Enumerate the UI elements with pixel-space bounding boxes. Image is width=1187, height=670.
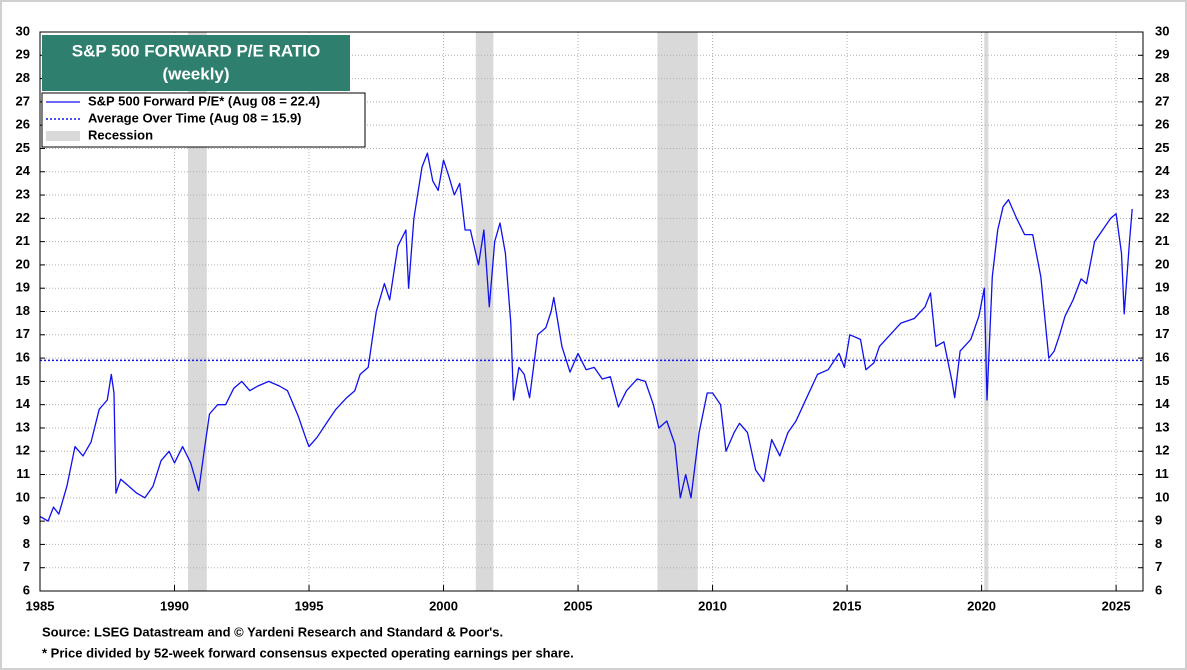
y-tick-label: 18	[16, 303, 30, 318]
y-tick-label: 11	[16, 466, 30, 481]
y-tick-label: 23	[16, 186, 30, 201]
x-tick-label: 2010	[698, 598, 727, 613]
legend-label: Recession	[88, 127, 153, 142]
y-tick-label: 9	[23, 513, 30, 528]
y2-tick-label: 29	[1155, 47, 1169, 62]
plot-front: 6 6 7 7 8 8 9 9 10 10 11 11 12 12 13 13 14 14 15 15 16 16 17 17…	[16, 23, 1171, 613]
y2-tick-label: 22	[1155, 210, 1169, 225]
y-tick-label: 13	[16, 419, 30, 434]
recession-band	[984, 32, 989, 591]
y2-tick-label: 21	[1155, 233, 1169, 248]
legend-label: Average Over Time (Aug 08 = 15.9)	[88, 110, 302, 125]
x-tick-label: 2025	[1102, 598, 1131, 613]
y2-tick-label: 20	[1155, 256, 1169, 271]
x-tick-label: 2020	[967, 598, 996, 613]
x-tick-label: 2015	[833, 598, 862, 613]
y-tick-label: 16	[16, 350, 30, 365]
y2-tick-label: 15	[1155, 373, 1169, 388]
y2-tick-label: 19	[1155, 280, 1169, 295]
y2-tick-label: 13	[1155, 419, 1169, 434]
y2-tick-label: 18	[1155, 303, 1169, 318]
y-tick-label: 19	[16, 280, 30, 295]
x-tick-label: 1985	[26, 598, 55, 613]
y2-tick-label: 16	[1155, 350, 1169, 365]
y2-tick-label: 7	[1155, 559, 1162, 574]
legend	[41, 92, 366, 148]
y-tick-label: 20	[16, 256, 30, 271]
y-tick-label: 26	[16, 117, 30, 132]
y2-tick-label: 28	[1155, 70, 1169, 85]
x-tick-label: 1990	[160, 598, 189, 613]
footnote: * Price divided by 52-week forward conse…	[42, 645, 574, 660]
y-tick-label: 21	[16, 233, 30, 248]
y-tick-label: 22	[16, 210, 30, 225]
y-tick-label: 25	[16, 140, 30, 155]
y2-tick-label: 12	[1155, 443, 1169, 458]
y-tick-label: 29	[16, 47, 30, 62]
y-tick-label: 14	[16, 396, 31, 411]
y-tick-label: 30	[16, 23, 30, 38]
y2-tick-label: 10	[1155, 489, 1169, 504]
y2-tick-label: 9	[1155, 513, 1162, 528]
plot-border	[39, 31, 1144, 592]
chart-subtitle: (weekly)	[162, 64, 229, 83]
pe-line	[39, 152, 1133, 522]
y2-tick-label: 6	[1155, 582, 1162, 597]
y2-tick-label: 30	[1155, 23, 1169, 38]
y-tick-label: 6	[23, 582, 30, 597]
legend-swatch	[46, 131, 80, 141]
y2-tick-label: 14	[1155, 396, 1170, 411]
x-tick-label: 2000	[429, 598, 458, 613]
y2-tick-label: 23	[1155, 186, 1169, 201]
y2-tick-label: 24	[1155, 163, 1170, 178]
chart-title: S&P 500 FORWARD P/E RATIO	[72, 41, 320, 60]
y-tick-label: 12	[16, 443, 30, 458]
x-tick-label: 1995	[295, 598, 324, 613]
y2-tick-label: 26	[1155, 117, 1169, 132]
y-tick-label: 27	[16, 93, 30, 108]
y2-tick-label: 27	[1155, 93, 1169, 108]
y2-tick-label: 8	[1155, 536, 1162, 551]
source-note: Source: LSEG Datastream and © Yardeni Re…	[42, 624, 503, 639]
x-tick-label: 2005	[564, 598, 593, 613]
y-tick-label: 24	[16, 163, 31, 178]
legend-label: S&P 500 Forward P/E* (Aug 08 = 22.4)	[88, 93, 320, 108]
y-tick-label: 10	[16, 489, 30, 504]
y2-tick-label: 11	[1155, 466, 1169, 481]
y2-tick-label: 25	[1155, 140, 1169, 155]
title-box	[42, 35, 350, 91]
y-tick-label: 28	[16, 70, 30, 85]
y-tick-label: 15	[16, 373, 30, 388]
y-tick-label: 8	[23, 536, 30, 551]
y2-tick-label: 17	[1155, 326, 1169, 341]
y-tick-label: 7	[23, 559, 30, 574]
y-tick-label: 17	[16, 326, 30, 341]
